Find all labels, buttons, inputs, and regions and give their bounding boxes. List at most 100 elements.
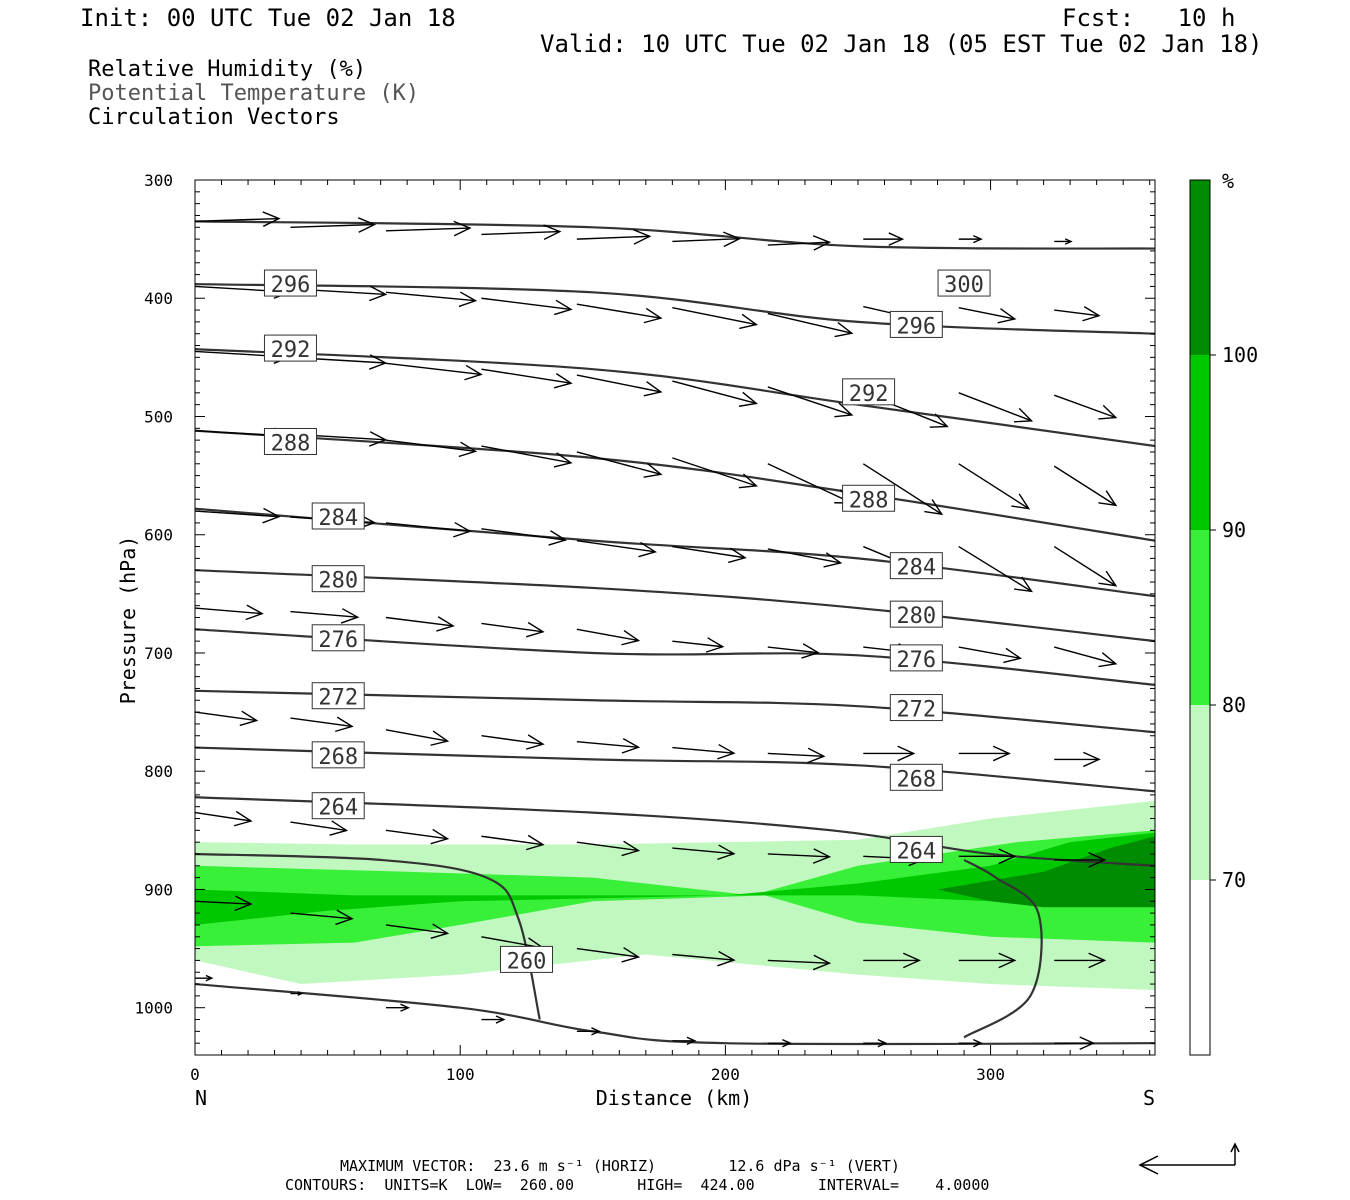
vector-head	[973, 1039, 983, 1048]
vector-shaft	[1054, 646, 1117, 665]
x-axis-title: Distance (km)	[596, 1086, 753, 1110]
y-tick-label: 1000	[134, 999, 173, 1018]
vector-shaft	[767, 646, 819, 654]
vector-shaft	[576, 374, 662, 393]
circulation-vector	[672, 545, 747, 564]
theta-contour-300	[195, 220, 1155, 250]
x-end-label-left: N	[195, 1086, 207, 1110]
circulation-vector	[290, 217, 377, 233]
vector-head	[554, 299, 573, 316]
circulation-vector	[958, 952, 1017, 969]
vector-head	[340, 608, 360, 624]
axis-layer: 300 400 500 600 700 800 900 1000 0 100 200 300	[134, 171, 1155, 1084]
legend-theta: Potential Temperature (K)	[88, 81, 420, 106]
vector-shaft	[958, 646, 1021, 659]
vector-head	[888, 232, 905, 246]
vector-head	[643, 307, 663, 324]
contour-info-note: CONTOURS: UNITS=K LOW= 260.00 HIGH= 424.…	[285, 1176, 990, 1194]
vector-shaft	[576, 740, 639, 748]
contour-label-260: 260	[507, 949, 547, 974]
vector-head	[548, 530, 568, 546]
vector-head	[239, 710, 259, 727]
circulation-vector	[481, 834, 545, 851]
colorbar-unit: %	[1222, 169, 1234, 193]
x-tick-label: 100	[446, 1065, 475, 1084]
y-tick-label: 400	[144, 289, 173, 308]
vector-head	[436, 616, 455, 632]
vector-head	[1098, 652, 1118, 668]
y-axis-title: Pressure (hPa)	[116, 536, 140, 705]
vector-shaft	[481, 368, 572, 384]
vector-head	[621, 630, 641, 646]
vector-shaft	[1053, 545, 1117, 587]
vector-shaft	[385, 522, 471, 533]
circulation-vector	[767, 747, 826, 764]
vector-shaft	[290, 821, 347, 832]
vector-shaft	[481, 528, 566, 541]
circulation-vector	[863, 952, 921, 969]
vector-head	[1014, 407, 1034, 423]
circulation-vector	[958, 307, 1017, 324]
vector-head	[998, 848, 1017, 865]
rh-region-90	[195, 832, 1155, 925]
vector-head	[807, 747, 826, 764]
vector-shaft	[195, 510, 280, 518]
colorbar: 70 80 90 100%	[1189, 169, 1258, 1056]
vector-head	[369, 354, 388, 370]
vector-head	[525, 834, 545, 851]
vector-shaft	[481, 735, 544, 745]
vector-head	[1064, 238, 1073, 245]
vector-head	[723, 231, 742, 248]
contour-label-272: 272	[896, 698, 936, 723]
vector-shaft	[767, 548, 841, 564]
circulation-vector	[576, 738, 641, 754]
colorbar-segment	[1190, 530, 1210, 705]
vector-head	[262, 211, 281, 227]
colorbar-segment	[1190, 355, 1210, 530]
contour-label-box-280	[311, 565, 365, 593]
vector-shaft	[576, 947, 639, 958]
colorbar-label: 70	[1222, 868, 1246, 892]
vector-head	[430, 828, 450, 845]
vector-shaft	[290, 223, 375, 228]
vector-shaft	[290, 717, 353, 728]
circulation-vector	[385, 729, 450, 746]
theta-contour-264	[195, 796, 1155, 867]
vector-shaft	[481, 622, 544, 633]
vector-shaft	[576, 235, 650, 240]
vector-shaft	[385, 924, 448, 935]
theta-contour-256	[195, 982, 1155, 1046]
vector-shaft	[195, 607, 263, 615]
circulation-vector	[1054, 1036, 1096, 1050]
vector-shaft	[576, 539, 656, 553]
circulation-vector	[385, 923, 450, 939]
circulation-vector	[672, 307, 759, 330]
vector-shaft	[672, 307, 757, 326]
vector-shaft	[195, 811, 252, 822]
circulation-vector	[195, 211, 281, 227]
legend-rh: Relative Humidity (%)	[88, 57, 367, 82]
vector-head	[929, 413, 949, 428]
circulation-vector	[576, 947, 641, 963]
vector-shaft	[767, 853, 830, 858]
vector-shaft	[672, 640, 723, 648]
circulation-vector	[958, 848, 1017, 865]
vector-shaft	[672, 545, 746, 559]
vector-shaft	[767, 312, 852, 334]
circulation-vector	[481, 224, 562, 240]
circulation-vector	[481, 1015, 506, 1024]
circulation-vector	[767, 643, 820, 659]
vector-head	[633, 229, 652, 245]
circulation-vector	[672, 743, 736, 760]
circulation-vector	[385, 616, 455, 632]
colorbar-segment	[1190, 180, 1210, 355]
vector-head	[992, 745, 1011, 762]
vector-head	[902, 952, 921, 969]
vector-head	[458, 441, 478, 458]
vector-head	[1098, 490, 1118, 507]
circulation-vector	[767, 1039, 792, 1048]
vector-head	[369, 431, 388, 447]
vector-shaft	[385, 362, 482, 376]
circulation-vector	[195, 895, 253, 912]
colorbar-frame	[1189, 179, 1211, 1056]
